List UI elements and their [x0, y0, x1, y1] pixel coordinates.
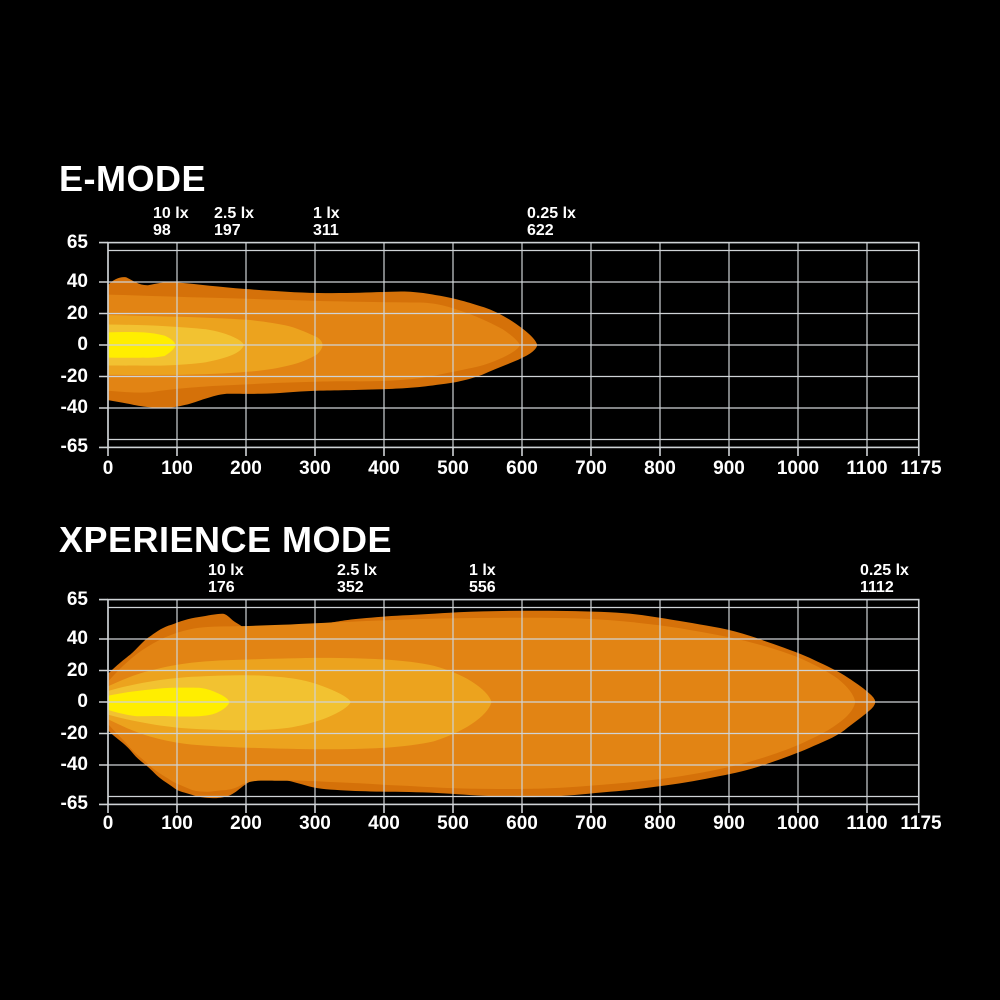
chart1-contour-label-10lx: 10 lx 98 — [153, 205, 189, 239]
chart1-xtick: 500 — [437, 458, 469, 479]
chart2-beam-contours — [108, 610, 876, 799]
chart2-ytick: -20 — [60, 723, 88, 744]
chart1-xtick: 0 — [102, 458, 114, 479]
chart2-ytick: 65 — [66, 589, 88, 610]
chart2-xtick: 1100 — [846, 813, 888, 834]
chart1-contour-label-2.5lx: 2.5 lx 197 — [214, 205, 255, 239]
chart1-ytick: 20 — [66, 303, 88, 324]
chart1-xtick: 800 — [644, 458, 676, 479]
chart2-x-ticks — [107, 804, 920, 813]
chart2-plot-area — [99, 598, 920, 813]
chart1-xtick: 700 — [575, 458, 607, 479]
chart1-ytick: -65 — [60, 436, 88, 457]
chart2-contour-label-10lx: 10 lx 176 — [208, 562, 244, 596]
chart2-xtick: 700 — [575, 813, 607, 834]
chart1-x-ticks — [107, 447, 920, 456]
chart1-xtick: 600 — [506, 458, 538, 479]
chart2-xtick: 200 — [230, 813, 262, 834]
chart2-contour-label-0.25lx: 0.25 lx 1112 — [860, 562, 909, 596]
chart1-contour-label-0.25lx: 0.25 lx 622 — [527, 205, 576, 239]
chart2-xtick: 300 — [299, 813, 331, 834]
chart2-xtick: 800 — [644, 813, 676, 834]
chart1-y-ticks — [99, 241, 108, 449]
chart2-ytick: 0 — [77, 691, 88, 712]
chart1-ytick: 40 — [66, 271, 88, 292]
chart1-ytick: -40 — [60, 397, 88, 418]
chart2-xtick: 0 — [102, 813, 114, 834]
chart2-gridlines — [107, 599, 919, 805]
chart2-xtick: 400 — [368, 813, 400, 834]
chart1-plot-area — [99, 241, 920, 456]
chart1-xtick: 100 — [161, 458, 193, 479]
chart2-ytick: 40 — [66, 628, 88, 649]
chart2-title: XPERIENCE MODE — [59, 519, 393, 560]
chart2-ytick: 20 — [66, 660, 88, 681]
chart1-xtick: 400 — [368, 458, 400, 479]
chart2-contour-label-2.5lx: 2.5 lx 352 — [337, 562, 378, 596]
chart2-xtick: 1000 — [776, 813, 820, 834]
chart1-xtick: 1175 — [900, 458, 942, 479]
chart1-ytick: 65 — [66, 232, 88, 253]
chart1-xtick: 1100 — [846, 458, 888, 479]
chart1-axis-frame — [99, 241, 920, 456]
chart2-xtick: 1175 — [900, 813, 942, 834]
chart2-ytick: -65 — [60, 793, 88, 814]
chart2-ytick: -40 — [60, 754, 88, 775]
chart2-xtick: 500 — [437, 813, 469, 834]
chart2-axis-frame — [99, 598, 920, 813]
chart1-xtick: 1000 — [776, 458, 820, 479]
chart1-xtick: 300 — [299, 458, 331, 479]
chart1-beam-contours — [108, 277, 538, 409]
chart1-gridlines — [107, 242, 919, 448]
chart2-xtick: 600 — [506, 813, 538, 834]
chart2-contour-label-1lx: 1 lx 556 — [469, 562, 496, 596]
chart2-y-ticks — [99, 598, 108, 806]
chart1-ytick: -20 — [60, 366, 88, 387]
chart1-title: E-MODE — [59, 158, 206, 199]
chart2-xtick: 900 — [713, 813, 745, 834]
chart2-xtick: 100 — [161, 813, 193, 834]
chart1-xtick: 900 — [713, 458, 745, 479]
chart1-ytick: 0 — [77, 334, 88, 355]
chart1-xtick: 200 — [230, 458, 262, 479]
chart1-contour-label-1lx: 1 lx 311 — [313, 205, 340, 239]
